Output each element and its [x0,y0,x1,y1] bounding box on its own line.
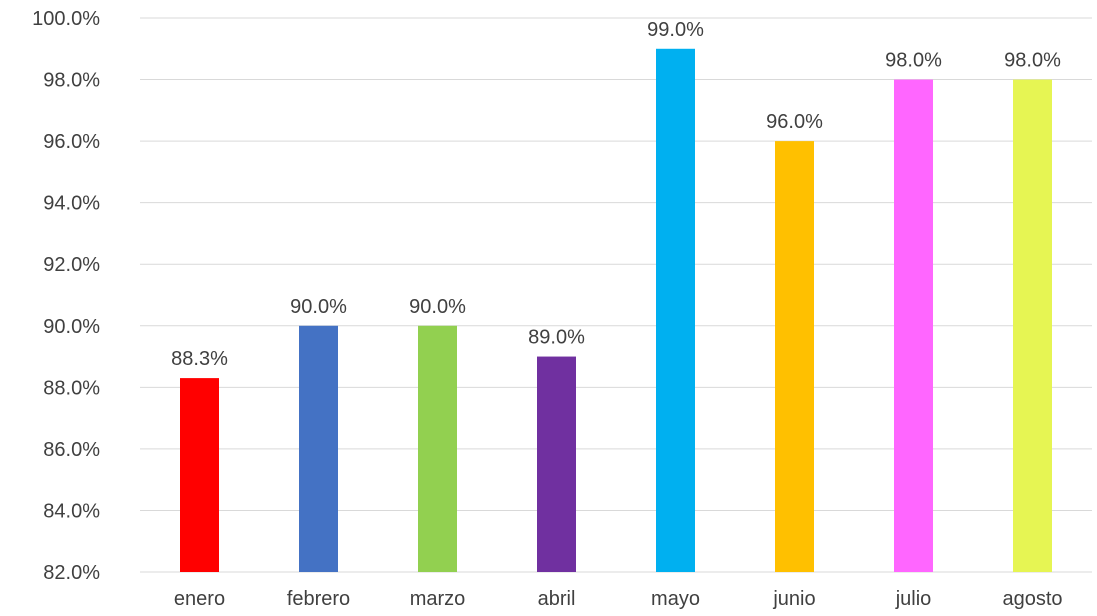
y-tick-label: 98.0% [43,70,100,92]
bars [180,48,1052,573]
x-tick-label: agosto [1002,588,1062,610]
x-axis-tick-labels: enero febrero marzo abril mayo junio julio agos… [174,588,1063,610]
data-label: 99.0% [647,19,704,41]
data-label: 98.0% [885,50,942,72]
bar-febrero [299,325,338,572]
x-tick-label: abril [538,588,576,610]
y-tick-label: 96.0% [43,131,100,153]
gridlines [140,17,1092,573]
bar-mayo [656,48,695,573]
data-label: 96.0% [766,111,823,133]
y-tick-label: 84.0% [43,500,100,522]
bar-enero [180,378,219,572]
bar-julio [894,79,933,573]
bar-junio [775,141,814,572]
bar-agosto [1013,79,1052,573]
data-label: 90.0% [290,296,347,318]
data-label: 90.0% [409,296,466,318]
y-tick-label: 100.0% [32,8,100,30]
y-tick-label: 82.0% [43,562,100,584]
data-labels: 88.3% 90.0% 90.0% 89.0% 99.0% 96.0% 98.0% 98.0% [171,19,1061,370]
data-label: 88.3% [171,348,228,370]
y-tick-label: 86.0% [43,439,100,461]
x-tick-label: marzo [410,588,466,610]
y-tick-label: 94.0% [43,193,100,215]
y-axis-tick-labels: 82.0% 84.0% 86.0% 88.0% 90.0% 92.0% 94.0% 96.0%… [32,8,100,584]
bar-abril [537,356,576,572]
x-tick-label: junio [772,588,815,610]
x-tick-label: mayo [651,588,700,610]
y-tick-label: 92.0% [43,254,100,276]
bar-marzo [418,325,457,572]
y-tick-label: 90.0% [43,316,100,338]
data-label: 98.0% [1004,50,1061,72]
x-tick-label: julio [895,588,932,610]
data-label: 89.0% [528,327,585,349]
y-tick-label: 88.0% [43,377,100,399]
x-tick-label: febrero [287,588,350,610]
x-tick-label: enero [174,588,225,610]
